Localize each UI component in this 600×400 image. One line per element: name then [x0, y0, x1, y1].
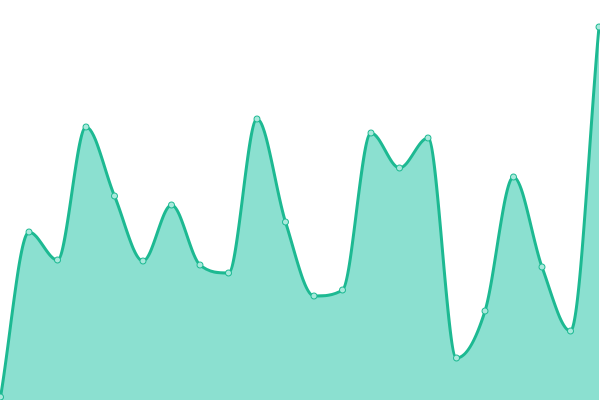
data-point — [282, 218, 289, 226]
data-point — [538, 263, 546, 271]
data-point — [196, 261, 204, 269]
data-point — [396, 164, 403, 172]
data-point — [25, 228, 33, 236]
data-point — [139, 257, 147, 265]
data-point — [424, 134, 432, 142]
data-point — [111, 192, 118, 200]
data-point — [510, 173, 517, 181]
data-point — [253, 115, 261, 123]
data-point — [339, 286, 346, 294]
data-point — [481, 307, 489, 315]
data-point — [0, 393, 4, 400]
data-point — [54, 256, 61, 264]
data-point — [225, 269, 232, 277]
data-point — [310, 292, 318, 300]
data-point — [367, 129, 375, 137]
data-point — [567, 327, 574, 335]
data-point — [453, 354, 460, 362]
area-fill — [0, 27, 599, 400]
data-point — [168, 201, 175, 209]
data-point — [82, 123, 90, 131]
data-points — [0, 23, 600, 400]
data-point — [595, 23, 600, 31]
